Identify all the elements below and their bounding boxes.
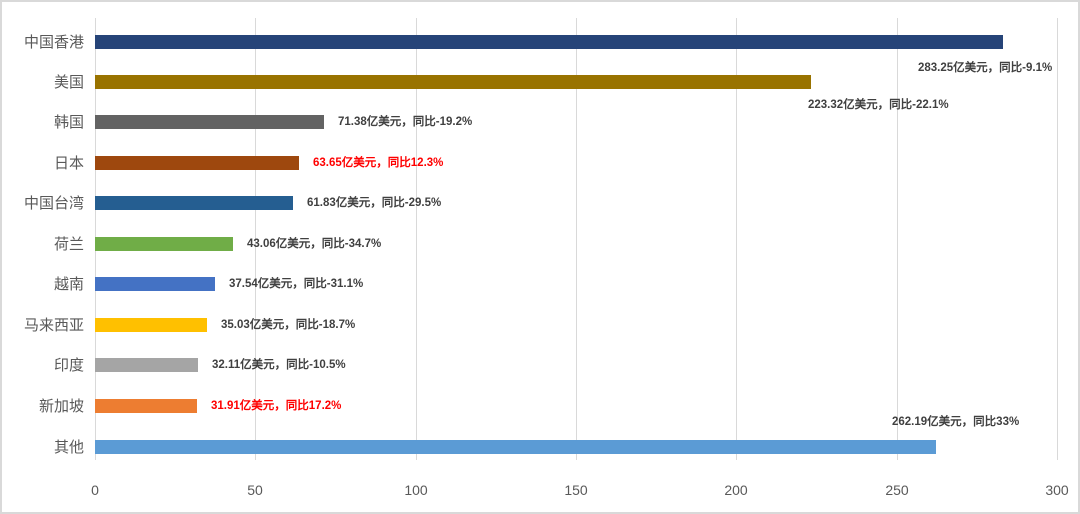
bar — [95, 75, 811, 89]
x-tick-label: 200 — [724, 482, 748, 498]
x-tick-label: 100 — [404, 482, 428, 498]
data-label: 63.65亿美元，同比12.3% — [313, 157, 444, 169]
x-tick-label: 150 — [564, 482, 588, 498]
data-label: 37.54亿美元，同比-31.1% — [229, 278, 364, 290]
category-label: 印度 — [53, 356, 84, 374]
gridline — [416, 18, 417, 460]
category-label: 新加坡 — [38, 397, 84, 415]
bar — [95, 399, 197, 413]
bar — [95, 115, 324, 129]
data-label: 71.38亿美元，同比-19.2% — [338, 116, 473, 128]
bar — [95, 196, 293, 210]
data-label: 223.32亿美元，同比-22.1% — [808, 99, 949, 111]
x-tick-label: 50 — [247, 482, 263, 498]
category-label: 越南 — [53, 275, 84, 293]
category-label: 韩国 — [53, 113, 84, 131]
category-label: 马来西亚 — [23, 316, 84, 334]
x-tick-label: 0 — [91, 482, 99, 498]
data-label: 262.19亿美元，同比33% — [892, 416, 1020, 428]
category-label: 中国台湾 — [23, 194, 84, 212]
gridline — [897, 18, 898, 460]
gridline — [576, 18, 577, 460]
bar — [95, 277, 215, 291]
category-label: 其他 — [53, 438, 84, 456]
gridline — [736, 18, 737, 460]
gridline — [1057, 18, 1058, 460]
gridline — [255, 18, 256, 460]
bar — [95, 358, 198, 372]
category-label: 中国香港 — [23, 33, 84, 51]
data-label: 35.03亿美元，同比-18.7% — [221, 319, 356, 331]
bar — [95, 318, 207, 332]
bar — [95, 156, 299, 170]
x-tick-label: 300 — [1045, 482, 1069, 498]
data-label: 283.25亿美元，同比-9.1% — [918, 62, 1053, 74]
bar — [95, 237, 233, 251]
category-label: 荷兰 — [53, 235, 84, 253]
bar — [95, 440, 936, 454]
data-label: 61.83亿美元，同比-29.5% — [307, 197, 442, 209]
data-label: 31.91亿美元，同比17.2% — [211, 400, 342, 412]
bar — [95, 35, 1003, 49]
category-label: 美国 — [53, 73, 84, 91]
x-tick-label: 250 — [885, 482, 909, 498]
data-label: 43.06亿美元，同比-34.7% — [247, 238, 382, 250]
category-label: 日本 — [53, 154, 84, 172]
data-label: 32.11亿美元，同比-10.5% — [212, 359, 346, 371]
